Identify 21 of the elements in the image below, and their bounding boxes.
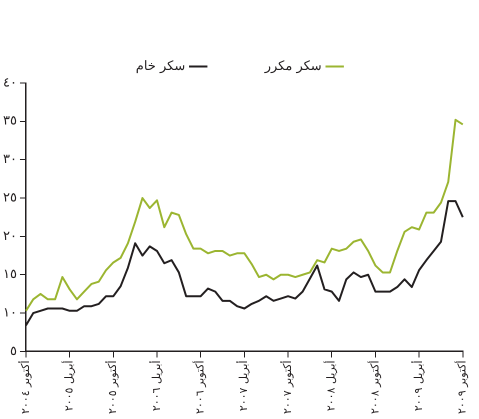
legend-label: سكر مكرر [264, 58, 322, 74]
x-tick-label: أكتوبر ٢٠٠٦ [192, 360, 207, 414]
x-tick-label: أبريل ٢٠٠٩ [410, 360, 425, 412]
x-tick-label: أكتوبر ٢٠٠٤ [18, 360, 32, 414]
x-tick-label: أبريل ٢٠٠٧ [236, 360, 250, 412]
x-tick-label: أكتوبر ٢٠٠٩ [454, 360, 469, 414]
x-tick-label: أبريل ٢٠٠٦ [148, 360, 163, 412]
x-tick-label: أكتوبر ٢٠٠٧ [280, 360, 294, 414]
legend-label: سكر خام [136, 58, 186, 74]
x-tick-label: أبريل ٢٠٠٨ [324, 360, 338, 412]
y-tick-label: ١٠ [2, 305, 17, 320]
y-tick-label: ٢٥ [2, 190, 17, 206]
y-tick-label: ٢٠ [2, 228, 17, 244]
x-tick-label: أبريل ٢٠٠٥ [62, 360, 76, 412]
x-tick-label: أكتوبر ٢٠٠٥ [105, 360, 120, 414]
x-tick-label: أكتوبر ٢٠٠٨ [367, 360, 382, 414]
y-tick-label: ٥ [10, 344, 17, 359]
y-tick-label: ٤٠ [2, 75, 17, 90]
y-tick-label: ٣٥ [2, 114, 17, 129]
y-tick-label: ٣٠ [2, 152, 17, 168]
y-tick-label: ١٥ [2, 267, 17, 282]
